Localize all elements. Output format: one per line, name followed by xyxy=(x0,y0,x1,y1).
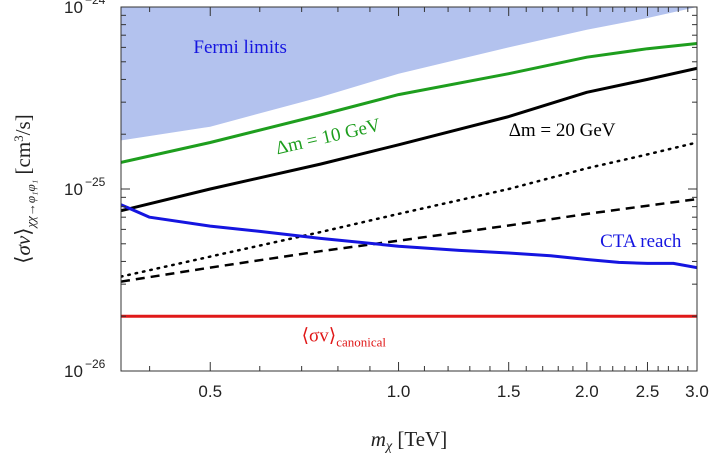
x-tick-label: 3.0 xyxy=(685,382,709,401)
y-tick-label: 10 xyxy=(64,0,83,17)
x-axis-title: mχ [TeV] xyxy=(371,427,447,454)
y-tick-label: 10 xyxy=(64,180,83,199)
fermi-limits-region xyxy=(121,7,697,141)
y-axis-title: ⟨σv⟩χχ→φ₁φ₁ [cm3/s] xyxy=(11,114,38,263)
m-10-gev-line xyxy=(121,42,697,164)
cta-reach-line xyxy=(121,203,697,270)
y-tick-exponent: −26 xyxy=(85,357,106,371)
x-tick-label: 2.5 xyxy=(636,382,660,401)
y-tick-label: 10 xyxy=(64,362,83,381)
y-tick-exponent: −24 xyxy=(85,0,106,7)
tick-layer xyxy=(121,6,698,372)
x-tick-label: 2.0 xyxy=(575,382,599,401)
x-tick-label: 1.5 xyxy=(497,382,521,401)
y-tick-exponent: −25 xyxy=(85,175,106,189)
x-tick-label: 1.0 xyxy=(387,382,411,401)
region-layer xyxy=(121,7,697,141)
annotation-fermi-limits: Fermi limits xyxy=(193,37,286,58)
m-20-gev-line xyxy=(121,66,697,213)
dotted-line xyxy=(121,141,697,278)
annotation-cta-reach: CTA reach xyxy=(600,231,682,252)
annotation-m-20-gev: Δm = 20 GeV xyxy=(509,120,616,141)
x-tick-label: 0.5 xyxy=(198,382,222,401)
annotation-v: ⟨σv⟩canonical xyxy=(302,326,387,350)
series-layer xyxy=(121,42,697,318)
dashed-line xyxy=(121,197,697,283)
